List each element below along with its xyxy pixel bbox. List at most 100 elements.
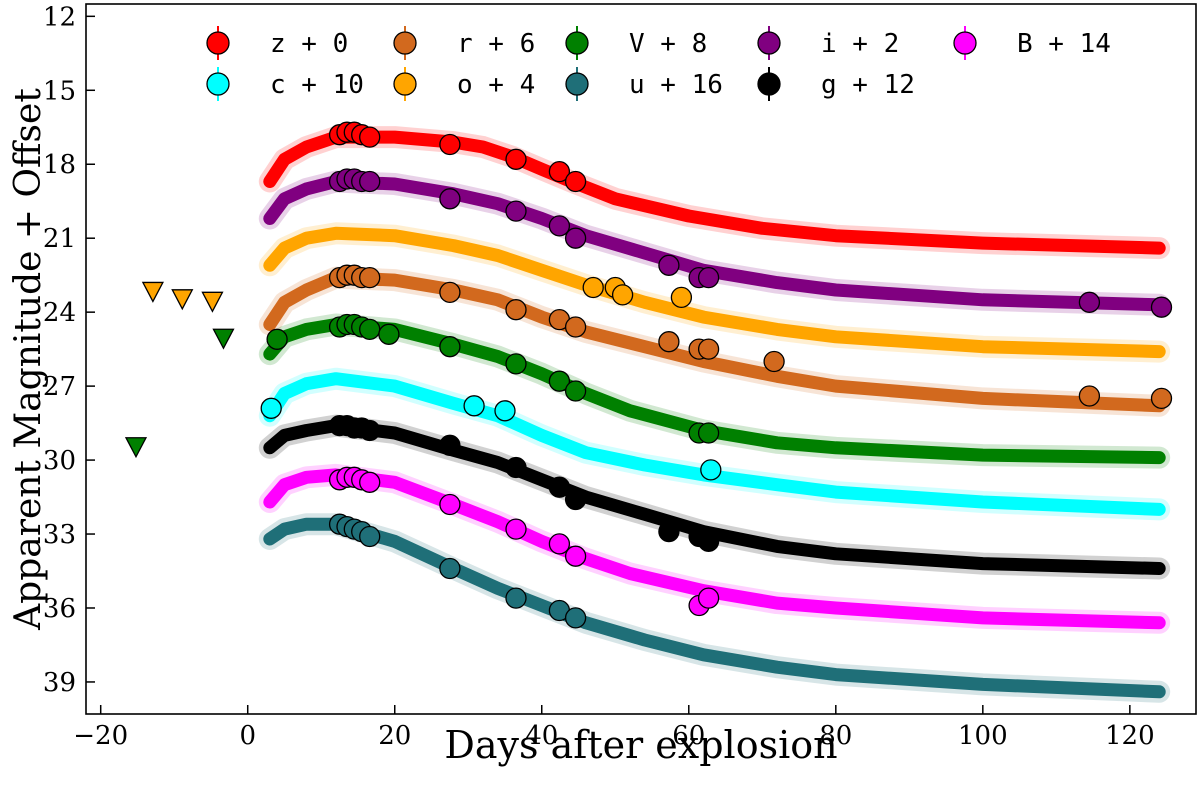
upper-limit-o <box>171 289 194 311</box>
data-point-B <box>564 545 587 567</box>
model-curve-B <box>263 468 1166 630</box>
data-point-V <box>359 318 381 341</box>
data-point-i <box>359 170 381 193</box>
data-point-c <box>463 395 485 417</box>
data-point-c <box>260 397 282 419</box>
y-tick-label: 39 <box>43 668 76 698</box>
upper-limit-o <box>201 291 224 313</box>
x-tick-label: 100 <box>958 721 1008 751</box>
x-tick-label: 20 <box>378 721 411 751</box>
legend-label-c: c + 10 <box>270 70 364 100</box>
data-point-V <box>548 370 571 392</box>
data-point-o <box>670 286 693 309</box>
data-point-z <box>548 160 571 183</box>
data-point-i <box>548 215 571 237</box>
data-point-r <box>763 350 785 373</box>
data-point-u <box>505 587 527 609</box>
plot-frame <box>85 3 1197 715</box>
data-point-i <box>439 188 461 210</box>
legend-label-B: B + 14 <box>1017 29 1111 59</box>
x-axis-ticks: −20 0 20 40 60 80 100 120 <box>73 705 1155 751</box>
legend-marker-z <box>206 31 230 55</box>
legend-marker-i <box>757 31 781 55</box>
data-point-g <box>359 419 381 442</box>
data-point-r <box>505 299 527 321</box>
y-tick-label: 21 <box>43 224 76 254</box>
x-tick-label: −20 <box>73 721 128 751</box>
model-curve-c <box>263 372 1166 516</box>
data-point-V <box>439 336 461 358</box>
legend-label-i: i + 2 <box>821 29 899 59</box>
data-point-z <box>564 170 587 193</box>
x-tick-label: 40 <box>525 721 558 751</box>
data-point-V <box>697 422 720 444</box>
legend-marker-g <box>757 72 781 96</box>
model-curve-z <box>263 130 1166 255</box>
upper-limit-markers <box>124 281 235 459</box>
data-point-i <box>564 227 587 249</box>
data-point-B <box>359 471 381 493</box>
data-point-u <box>439 557 461 580</box>
legend-marker-u <box>565 72 589 96</box>
x-tick-label: 0 <box>239 721 256 751</box>
data-point-i <box>658 254 680 276</box>
legend: z + 0 r + 6 V + 8 i + 2 B + 14 c + 10 o + 4 u +… <box>206 26 1111 101</box>
data-point-g <box>697 530 720 553</box>
model-curve-o <box>263 226 1166 359</box>
data-point-g <box>439 434 461 456</box>
legend-label-g: g + 12 <box>821 70 915 100</box>
y-tick-label: 33 <box>43 520 76 550</box>
data-point-i <box>505 200 527 222</box>
data-point-z <box>439 133 461 156</box>
upper-limit-V <box>212 328 235 350</box>
y-tick-label: 18 <box>43 150 76 180</box>
data-point-r <box>697 338 720 360</box>
data-point-i <box>697 266 720 289</box>
x-axis-label: Days after explosion <box>444 723 837 767</box>
legend-label-u: u + 16 <box>629 70 723 100</box>
y-tick-label: 36 <box>43 594 76 624</box>
data-point-r <box>439 281 461 304</box>
data-point-V <box>266 328 288 350</box>
model-curve-i <box>263 175 1166 312</box>
data-point-g <box>505 456 527 479</box>
data-point-V <box>378 323 400 345</box>
y-axis-ticks: 12 15 18 21 24 27 30 33 36 39 <box>43 2 95 698</box>
upper-limit-V <box>124 437 148 459</box>
legend-label-V: V + 8 <box>629 29 707 59</box>
legend-label-z: z + 0 <box>270 29 348 59</box>
legend-marker-o <box>393 72 417 96</box>
data-point-B <box>548 533 571 555</box>
data-point-g <box>548 476 571 498</box>
x-tick-label: 120 <box>1105 721 1155 751</box>
data-point-o <box>582 276 604 299</box>
data-point-r <box>359 266 381 289</box>
model-curve-V <box>263 318 1166 465</box>
y-axis-label: Apparent Magnitude + Offset <box>8 88 49 631</box>
data-point-V <box>564 380 587 402</box>
legend-marker-c <box>206 72 230 96</box>
legend-marker-V <box>565 31 589 55</box>
data-point-c <box>700 459 722 481</box>
data-point-z <box>505 148 527 170</box>
legend-marker-B <box>953 31 977 55</box>
data-point-c <box>494 400 516 422</box>
legend-label-r: r + 6 <box>457 29 535 59</box>
data-point-B <box>505 518 527 540</box>
data-point-r <box>564 316 587 338</box>
data-point-V <box>505 353 527 375</box>
x-tick-label: 80 <box>819 721 852 751</box>
data-point-z <box>359 126 381 148</box>
model-curve-r <box>263 271 1166 413</box>
model-curve-g <box>263 419 1166 575</box>
data-point-i <box>1078 291 1101 313</box>
data-point-g <box>564 488 587 511</box>
data-point-u <box>564 607 587 629</box>
data-point-r <box>1078 385 1101 407</box>
data-point-i <box>1150 296 1173 318</box>
data-point-o <box>611 284 634 306</box>
data-point-r <box>1150 387 1173 410</box>
data-point-B <box>439 493 461 516</box>
x-tick-label: 60 <box>672 721 705 751</box>
upper-limit-o <box>141 281 164 303</box>
